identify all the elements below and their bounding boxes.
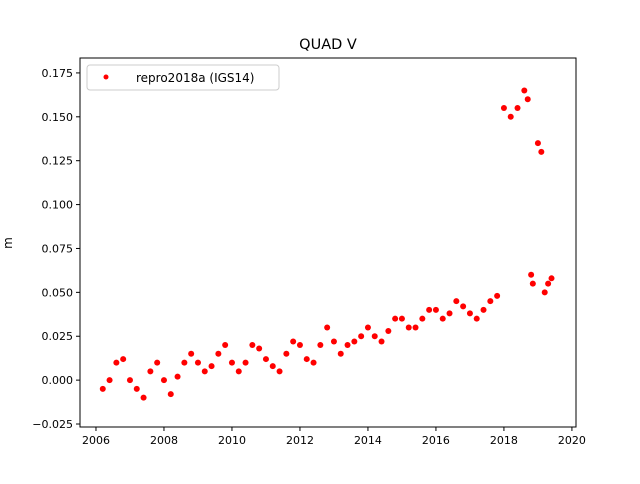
data-point <box>344 342 351 349</box>
data-point <box>283 350 290 357</box>
data-point <box>371 333 378 340</box>
data-point <box>228 359 235 366</box>
legend-box <box>86 64 280 91</box>
data-points <box>99 87 555 401</box>
data-point <box>466 310 473 317</box>
data-point <box>500 105 507 112</box>
data-point <box>351 338 358 345</box>
data-point <box>140 394 147 401</box>
data-point <box>330 338 337 345</box>
data-point <box>439 315 446 322</box>
data-point <box>310 359 317 366</box>
data-point <box>303 356 310 363</box>
data-point <box>514 105 521 112</box>
data-point <box>494 292 501 299</box>
data-point <box>99 385 106 392</box>
data-point <box>154 359 161 366</box>
y-tick-label: 0.075 <box>42 242 74 255</box>
legend: repro2018a (IGS14) <box>86 64 280 91</box>
data-point <box>446 310 453 317</box>
data-point <box>528 271 535 278</box>
data-point <box>262 356 269 363</box>
y-tick-label: 0.150 <box>42 111 74 124</box>
data-point <box>120 356 127 363</box>
y-tick-label: 0.050 <box>42 286 74 299</box>
data-point <box>487 298 494 305</box>
data-point <box>160 377 167 384</box>
data-point <box>222 342 229 349</box>
data-point <box>324 324 331 331</box>
data-point <box>201 368 208 375</box>
legend-label: repro2018a (IGS14) <box>136 71 254 85</box>
x-tick-label: 2012 <box>286 434 314 447</box>
data-point <box>426 306 433 313</box>
x-tick-label: 2016 <box>422 434 450 447</box>
x-axis: 2006 2008 2010 2012 2014 2016 2018 2020 <box>82 427 586 447</box>
data-point <box>269 363 276 370</box>
data-point <box>126 377 133 384</box>
data-point <box>133 385 140 392</box>
y-tick-label: 0.000 <box>42 374 74 387</box>
data-point <box>460 303 467 310</box>
data-point <box>358 333 365 340</box>
data-point <box>473 315 480 322</box>
data-point <box>337 350 344 357</box>
x-tick-label: 2020 <box>558 434 586 447</box>
data-point <box>215 350 222 357</box>
x-tick-label: 2008 <box>150 434 178 447</box>
y-axis: −0.025 0.000 0.025 0.050 0.075 0.100 0.125 0.15… <box>32 67 80 431</box>
x-tick-label: 2006 <box>82 434 110 447</box>
data-point <box>113 359 120 366</box>
y-axis-label: m <box>1 237 15 249</box>
data-point <box>181 359 188 366</box>
data-point <box>147 368 154 375</box>
data-point <box>385 327 392 334</box>
plot-frame <box>79 57 577 428</box>
y-tick-label: 0.025 <box>42 330 74 343</box>
data-point <box>507 113 514 120</box>
x-tick-label: 2010 <box>218 434 246 447</box>
data-point <box>432 306 439 313</box>
data-point <box>174 373 181 380</box>
data-point <box>194 359 201 366</box>
legend-marker <box>103 74 109 80</box>
data-point <box>106 377 113 384</box>
data-point <box>412 324 419 331</box>
data-point <box>480 306 487 313</box>
data-point <box>548 275 555 282</box>
data-point <box>235 368 242 375</box>
data-point <box>317 342 324 349</box>
data-point <box>208 363 215 370</box>
y-tick-label: 0.175 <box>42 67 74 80</box>
y-tick-label: −0.025 <box>32 418 73 431</box>
data-point <box>242 359 249 366</box>
data-point <box>276 368 283 375</box>
data-point <box>398 315 405 322</box>
y-tick-label: 0.100 <box>42 199 74 212</box>
data-point <box>405 324 412 331</box>
data-point <box>521 87 528 94</box>
data-point <box>419 315 426 322</box>
data-point <box>364 324 371 331</box>
data-point <box>545 280 552 287</box>
x-tick-label: 2018 <box>490 434 518 447</box>
data-point <box>290 338 297 345</box>
y-tick-label: 0.125 <box>42 155 74 168</box>
data-point <box>392 315 399 322</box>
data-point <box>534 140 541 147</box>
data-point <box>538 148 545 155</box>
data-point <box>529 280 536 287</box>
data-point <box>167 391 174 398</box>
data-point <box>378 338 385 345</box>
data-point <box>249 342 256 349</box>
chart-title: QUAD V <box>299 37 357 53</box>
data-point <box>188 350 195 357</box>
data-point <box>453 298 460 305</box>
data-point <box>296 342 303 349</box>
x-tick-label: 2014 <box>354 434 382 447</box>
data-point <box>541 289 548 296</box>
data-point <box>256 345 263 352</box>
data-point <box>524 96 531 103</box>
